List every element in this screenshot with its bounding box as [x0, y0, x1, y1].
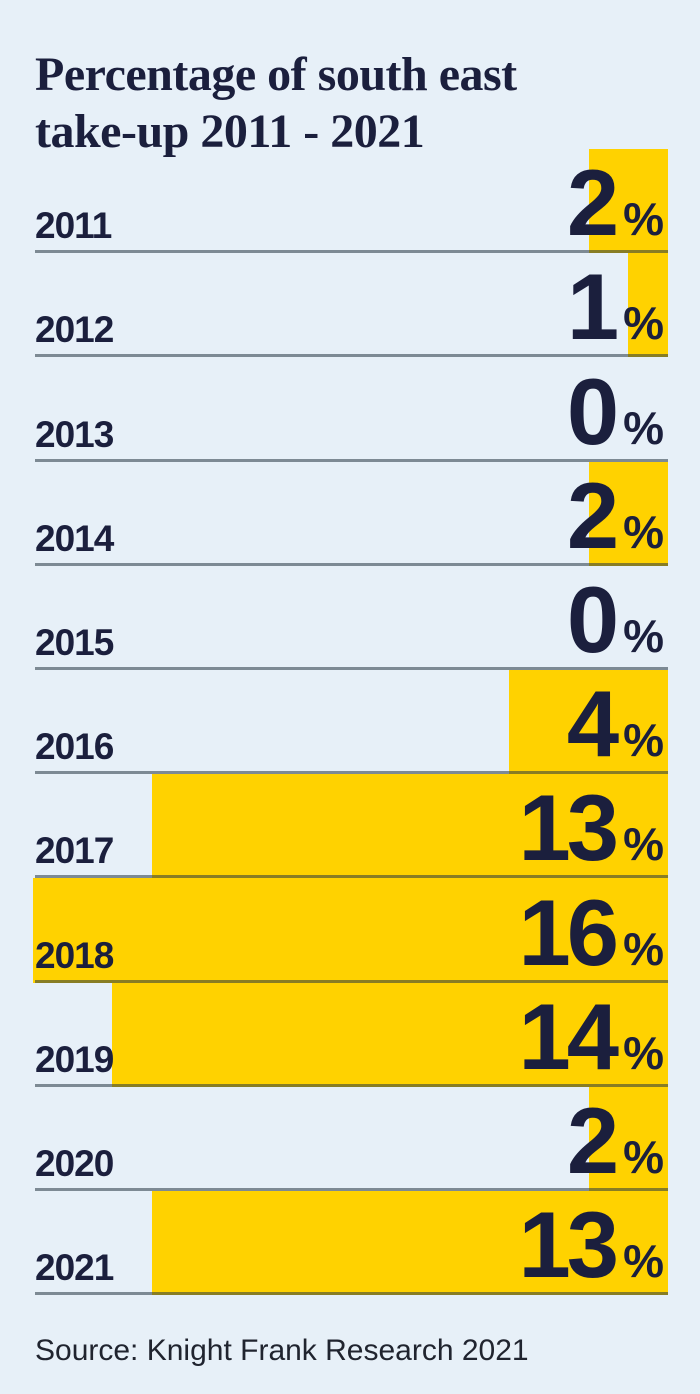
year-label-2017: 2017 [35, 830, 114, 872]
percent-sign: % [623, 714, 664, 767]
row-divider [35, 875, 668, 879]
row-divider [35, 250, 668, 254]
year-label-2014: 2014 [35, 517, 114, 559]
percent-sign: % [623, 401, 664, 454]
bar-2019 [112, 982, 668, 1087]
row-divider [35, 562, 668, 566]
row-divider [35, 771, 668, 775]
year-label-2021: 2021 [35, 1247, 114, 1289]
row-divider [35, 1187, 668, 1191]
bar-value-2018: 16% [519, 885, 664, 980]
bar-value-2013: 0% [567, 364, 664, 459]
percent-sign: % [623, 922, 664, 975]
bar-value-number: 2 [566, 1087, 619, 1193]
chart-title: Percentage of south east take-up 2011 - 2… [35, 46, 517, 160]
bar-value-number: 14 [518, 983, 620, 1089]
percent-sign: % [623, 505, 664, 558]
bar-2017 [152, 774, 668, 879]
chart-row-2017: 2017 13% [0, 774, 700, 879]
bar-value-2020: 2% [567, 1093, 664, 1188]
year-label-2016: 2016 [35, 726, 114, 768]
chart-row-2016: 2016 4% [0, 670, 700, 775]
percent-sign: % [623, 609, 664, 662]
bar-value-number: 16 [518, 879, 620, 985]
bar-value-number: 13 [518, 775, 620, 881]
bar-value-2021: 13% [519, 1198, 664, 1292]
percent-sign: % [623, 1130, 664, 1183]
chart-row-2021: 2021 13% [0, 1191, 700, 1296]
bar-2016 [509, 670, 668, 775]
chart-title-line2: take-up 2011 - 2021 [35, 105, 425, 158]
bar-value-2014: 2% [567, 468, 664, 563]
row-divider [35, 354, 668, 358]
bar-value-number: 0 [566, 358, 619, 464]
row-divider [35, 666, 668, 670]
chart-row-2014: 2014 2% [0, 461, 700, 566]
percent-sign: % [623, 1026, 664, 1079]
chart-row-2019: 2019 14% [0, 982, 700, 1087]
percent-sign: % [623, 193, 664, 246]
bar-2020 [588, 1086, 668, 1191]
bar-value-2015: 0% [567, 572, 664, 667]
bar-value-2017: 13% [519, 781, 664, 875]
bar-value-number: 0 [566, 566, 619, 672]
bar-2011 [588, 149, 668, 254]
bar-value-2011: 2% [567, 156, 664, 250]
row-divider [35, 458, 668, 462]
bar-value-2016: 4% [567, 677, 664, 771]
year-label-2020: 2020 [35, 1142, 114, 1184]
year-label-2011: 2011 [35, 205, 112, 247]
bar-value-number: 13 [518, 1192, 620, 1298]
source-note: Source: Knight Frank Research 2021 [35, 1334, 529, 1367]
chart-row-2013: 2013 0% [0, 357, 700, 462]
bar-value-2019: 14% [519, 989, 664, 1084]
chart-row-2020: 2020 2% [0, 1086, 700, 1191]
year-label-2019: 2019 [35, 1038, 114, 1080]
bar-value-2012: 1% [567, 260, 664, 354]
bar-2018 [33, 878, 668, 983]
bar-value-number: 2 [566, 150, 619, 256]
bar-value-number: 4 [566, 671, 619, 777]
row-divider [35, 1292, 668, 1296]
chart-row-2012: 2012 1% [0, 253, 700, 358]
chart-title-line1: Percentage of south east [35, 48, 517, 101]
percent-sign: % [623, 818, 664, 871]
chart-row-2015: 2015 0% [0, 566, 700, 670]
bar-2012 [628, 253, 668, 358]
chart-row-2011: 2011 2% [0, 149, 700, 254]
bar-value-number: 1 [566, 254, 619, 360]
chart-row-2018: 2018 16% [0, 878, 700, 983]
year-label-2013: 2013 [35, 413, 114, 455]
row-divider [35, 1083, 668, 1087]
bar-2014 [588, 461, 668, 566]
year-label-2012: 2012 [35, 309, 114, 351]
year-label-2018: 2018 [35, 934, 114, 976]
bar-value-number: 2 [566, 462, 619, 568]
row-divider [35, 979, 668, 983]
percent-sign: % [623, 1235, 664, 1288]
bar-2021 [152, 1191, 668, 1296]
year-label-2015: 2015 [35, 621, 114, 663]
percent-sign: % [623, 297, 664, 350]
